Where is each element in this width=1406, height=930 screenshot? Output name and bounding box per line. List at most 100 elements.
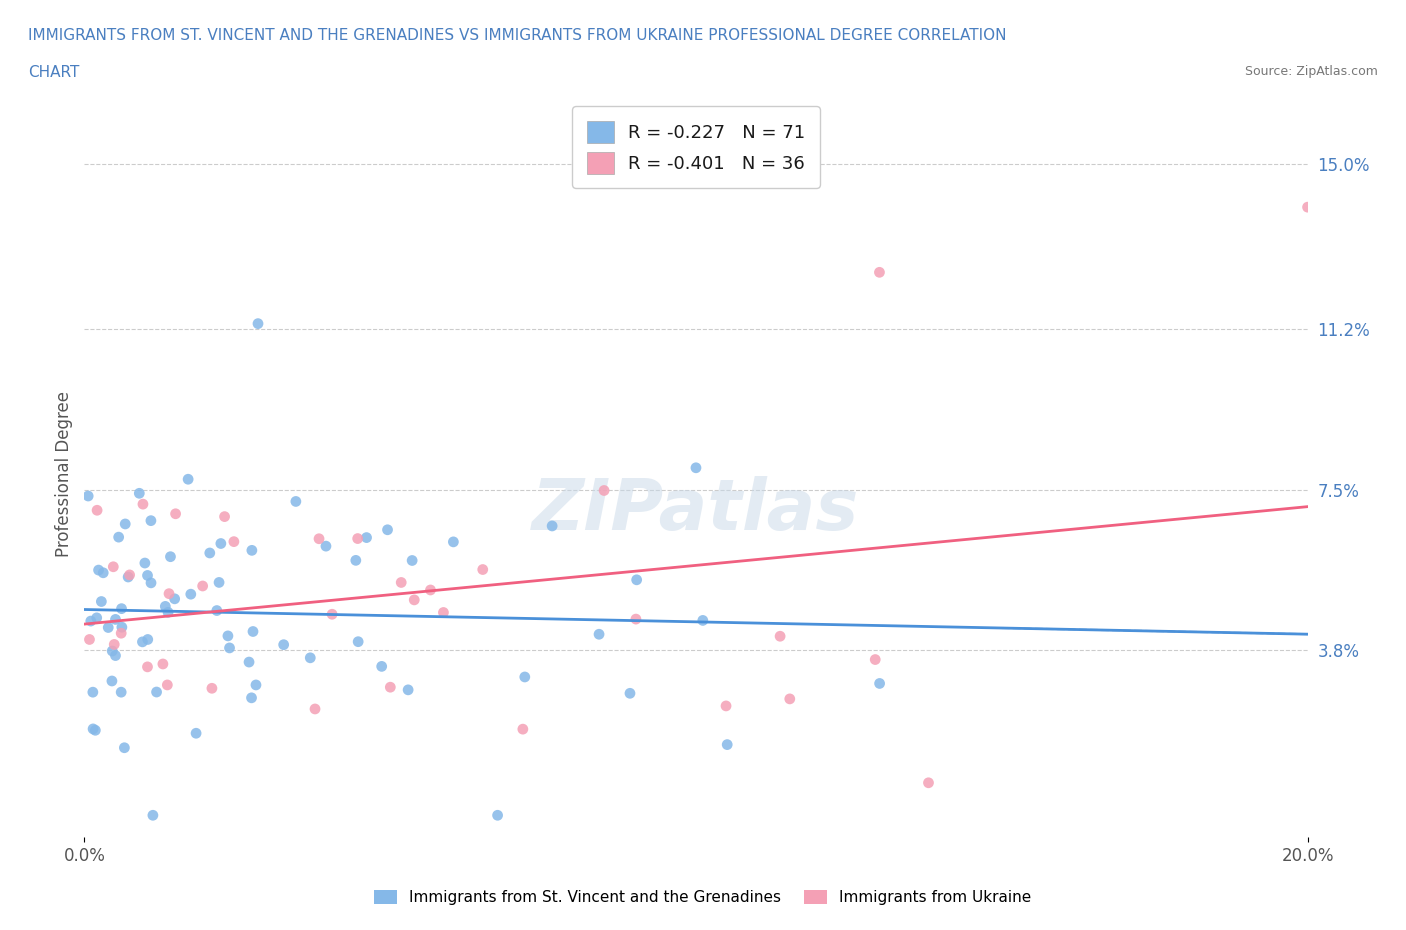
Point: [222, 534, 245, 549]
Point: [541, 519, 564, 534]
Point: [198, 546, 221, 561]
Point: [356, 530, 378, 545]
Point: [87, 563, 110, 578]
Point: [869, 265, 891, 280]
Point: [114, 516, 136, 531]
Point: [79, 632, 101, 647]
Point: [769, 629, 792, 644]
Point: [118, 567, 141, 582]
Point: [155, 599, 177, 614]
Point: [321, 606, 343, 621]
Point: [90, 594, 112, 609]
Point: [101, 673, 124, 688]
Point: [869, 676, 891, 691]
Point: [214, 509, 236, 524]
Point: [139, 576, 162, 591]
Point: [714, 698, 737, 713]
Point: [152, 657, 174, 671]
Point: [191, 578, 214, 593]
Point: [304, 701, 326, 716]
Point: [157, 604, 180, 619]
Point: [344, 553, 367, 568]
Point: [180, 587, 202, 602]
Point: [157, 586, 180, 601]
Point: [619, 685, 641, 700]
Point: [441, 535, 464, 550]
Point: [396, 683, 419, 698]
Y-axis label: Professional Degree: Professional Degree: [55, 392, 73, 557]
Point: [419, 582, 441, 597]
Point: [917, 776, 939, 790]
Point: [432, 605, 454, 620]
Point: [97, 620, 120, 635]
Text: Source: ZipAtlas.com: Source: ZipAtlas.com: [1244, 65, 1378, 78]
Point: [346, 531, 368, 546]
Point: [245, 677, 267, 692]
Point: [86, 610, 108, 625]
Point: [377, 523, 399, 538]
Point: [104, 612, 127, 627]
Point: [139, 513, 162, 528]
Point: [103, 559, 125, 574]
Point: [588, 627, 610, 642]
Point: [685, 460, 707, 475]
Point: [513, 670, 536, 684]
Point: [77, 488, 100, 503]
Point: [110, 601, 132, 616]
Point: [201, 681, 224, 696]
Point: [273, 637, 295, 652]
Text: ZIPatlas: ZIPatlas: [533, 476, 859, 545]
Point: [136, 568, 159, 583]
Text: IMMIGRANTS FROM ST. VINCENT AND THE GRENADINES VS IMMIGRANTS FROM UKRAINE PROFES: IMMIGRANTS FROM ST. VINCENT AND THE GREN…: [28, 28, 1007, 43]
Legend: Immigrants from St. Vincent and the Grenadines, Immigrants from Ukraine: Immigrants from St. Vincent and the Gren…: [367, 883, 1039, 913]
Point: [242, 624, 264, 639]
Point: [404, 592, 426, 607]
Point: [163, 591, 186, 606]
Point: [159, 550, 181, 565]
Point: [86, 503, 108, 518]
Point: [184, 725, 207, 740]
Point: [692, 613, 714, 628]
Point: [110, 684, 132, 699]
Point: [779, 691, 801, 706]
Point: [136, 659, 159, 674]
Point: [380, 680, 402, 695]
Point: [863, 652, 886, 667]
Point: [218, 641, 240, 656]
Point: [111, 619, 134, 634]
Point: [110, 626, 132, 641]
Point: [91, 565, 114, 580]
Point: [217, 629, 239, 644]
Point: [82, 684, 104, 699]
Point: [401, 553, 423, 568]
Point: [82, 722, 104, 737]
Point: [131, 634, 153, 649]
Point: [370, 659, 392, 674]
Point: [209, 536, 232, 551]
Point: [716, 737, 738, 752]
Point: [80, 614, 103, 629]
Point: [177, 472, 200, 486]
Point: [132, 497, 155, 512]
Point: [624, 612, 647, 627]
Point: [1296, 200, 1319, 215]
Point: [593, 483, 616, 498]
Point: [165, 506, 187, 521]
Point: [238, 655, 260, 670]
Point: [347, 634, 370, 649]
Point: [101, 644, 124, 658]
Point: [315, 538, 337, 553]
Point: [208, 575, 231, 590]
Legend: R = -0.227   N = 71, R = -0.401   N = 36: R = -0.227 N = 71, R = -0.401 N = 36: [572, 106, 820, 188]
Point: [84, 723, 107, 737]
Point: [134, 555, 156, 570]
Point: [136, 632, 159, 647]
Point: [389, 575, 412, 590]
Point: [626, 572, 648, 587]
Point: [240, 690, 263, 705]
Point: [103, 637, 125, 652]
Point: [128, 485, 150, 500]
Point: [486, 808, 509, 823]
Point: [104, 648, 127, 663]
Point: [156, 677, 179, 692]
